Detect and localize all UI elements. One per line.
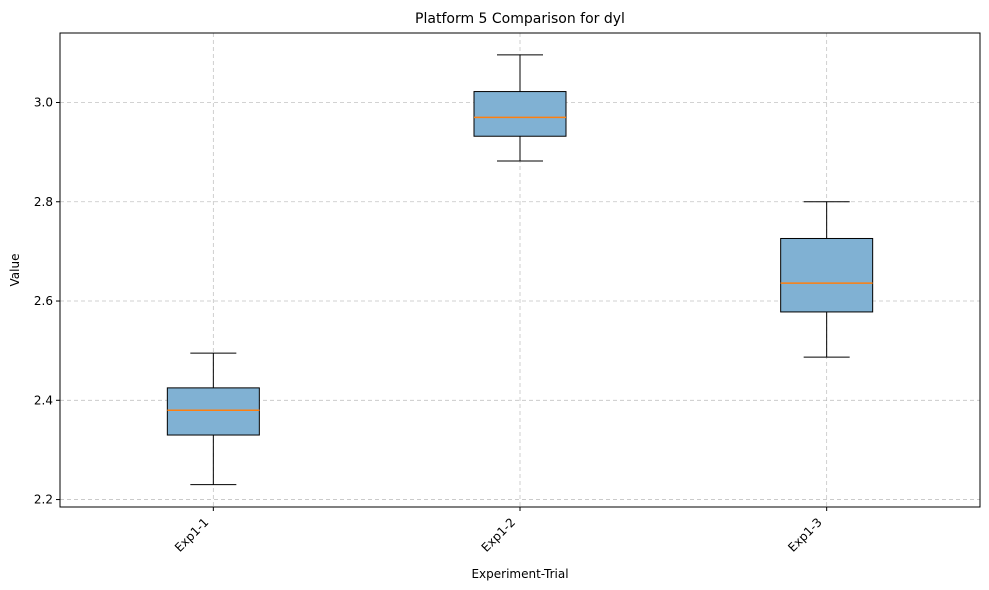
y-tick-label: 2.4 [34,393,53,407]
y-tick-label: 2.2 [34,493,53,507]
box-group [166,352,260,486]
box-group [780,201,874,358]
y-axis-label: Value [8,254,22,287]
chart-title: Platform 5 Comparison for dyl [415,11,625,27]
x-axis-label: Experiment-Trial [471,567,568,581]
box-iqr [166,387,260,436]
box-layer [166,54,874,486]
y-tick-label: 2.6 [34,294,53,308]
box-group [473,54,567,162]
box-iqr [780,237,874,313]
box-iqr [473,91,567,137]
y-tick-label: 3.0 [34,95,53,109]
y-tick-label: 2.8 [34,195,53,209]
